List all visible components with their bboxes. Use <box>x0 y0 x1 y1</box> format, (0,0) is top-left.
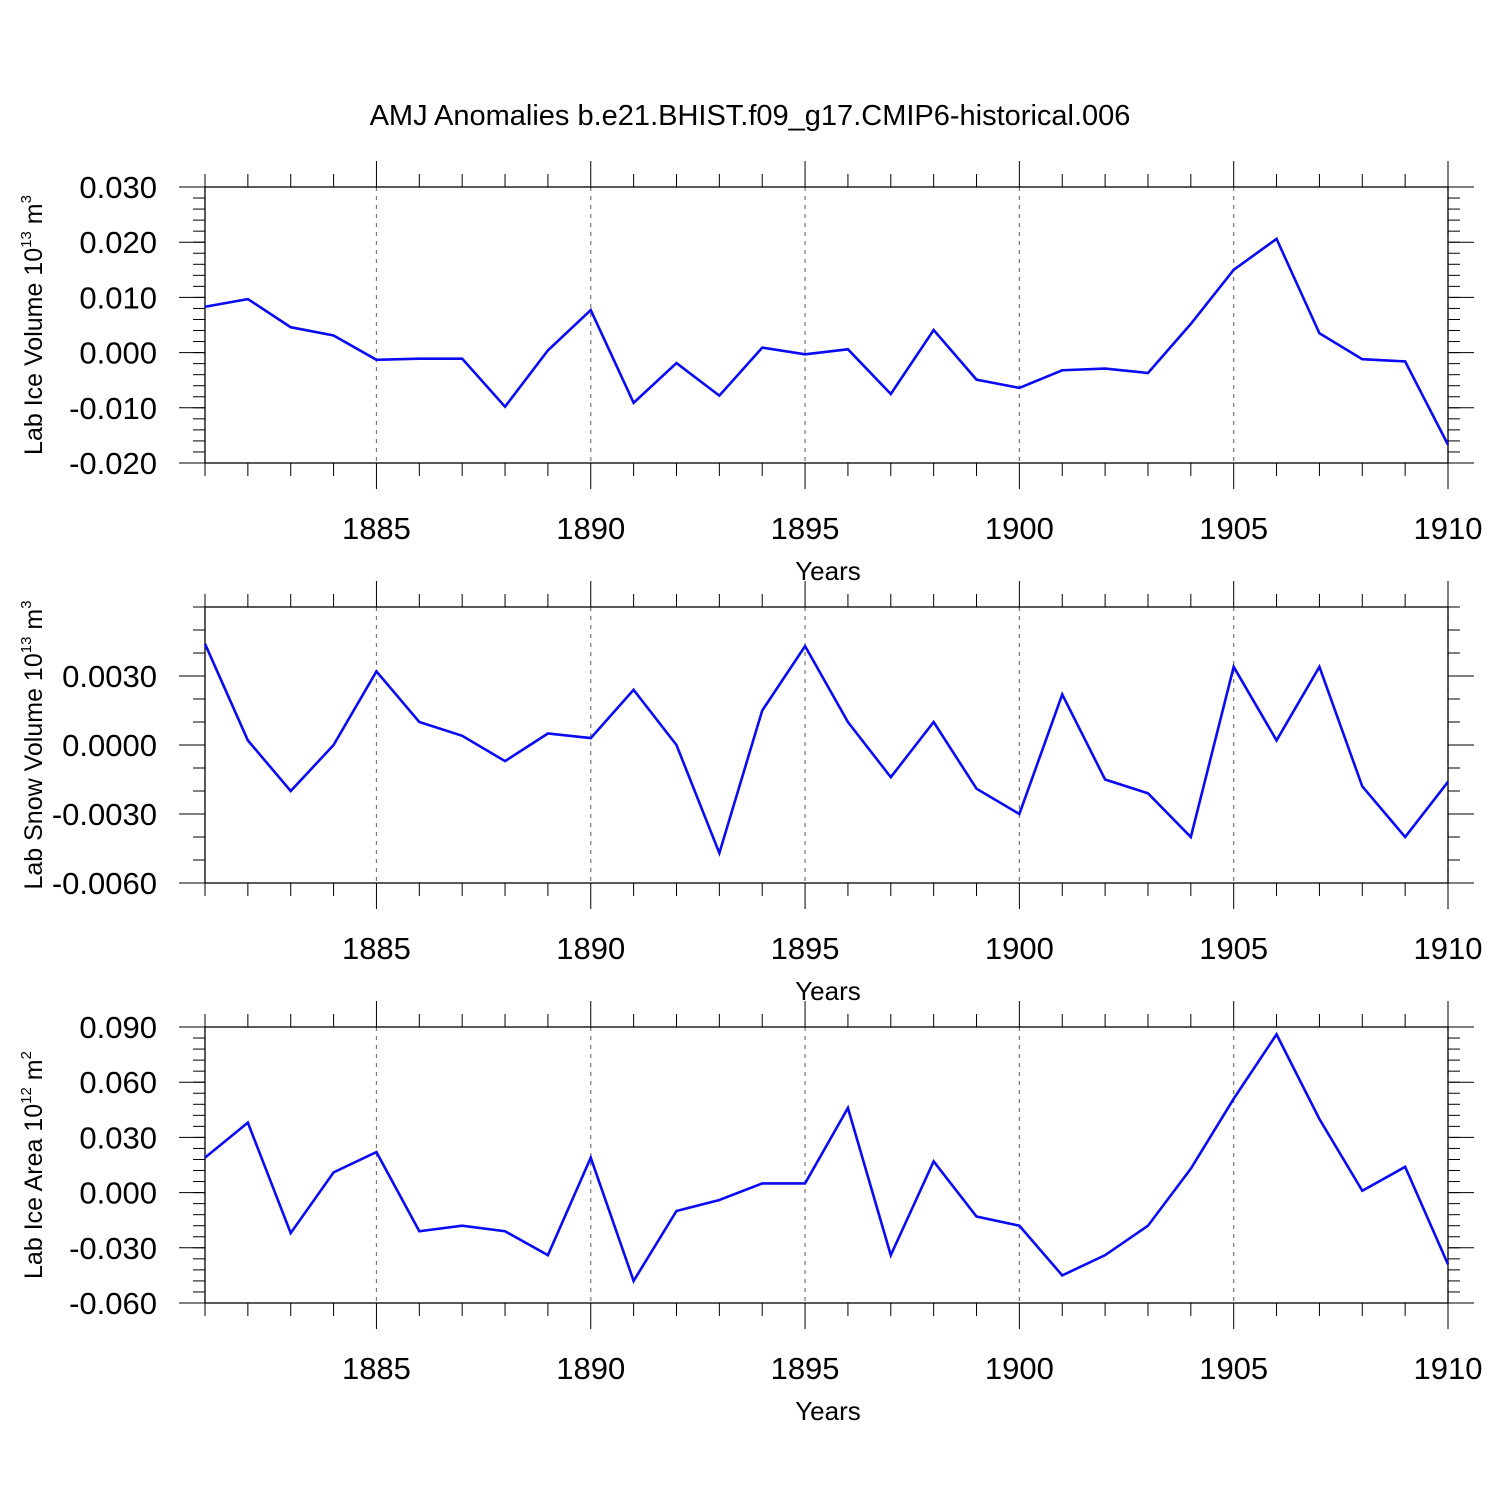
x-tick-label: 1905 <box>1199 1351 1268 1386</box>
x-tick-label: 1900 <box>985 511 1054 546</box>
x-axis-title: Years <box>795 976 861 1006</box>
y-tick-label: 0.000 <box>79 336 157 371</box>
y-tick-label: -0.010 <box>69 391 157 426</box>
x-tick-label: 1895 <box>771 1351 840 1386</box>
y-axis-title: Lab Snow Volume 1013 m3 <box>18 600 48 889</box>
y-tick-label: 0.0030 <box>62 659 157 694</box>
y-tick-label: 0.020 <box>79 225 157 260</box>
x-tick-label: 1910 <box>1414 511 1483 546</box>
y-tick-label: 0.0000 <box>62 728 157 763</box>
series-line <box>203 643 1450 858</box>
x-tick-label: 1890 <box>556 931 625 966</box>
x-tick-label: 1895 <box>771 511 840 546</box>
y-tick-label: 0.090 <box>79 1010 157 1045</box>
y-tick-label: 0.030 <box>79 1120 157 1155</box>
y-tick-label: 0.060 <box>79 1065 157 1100</box>
y-tick-label: -0.020 <box>69 446 157 481</box>
y-axis-title: Lab Ice Area 1012 m2 <box>18 1051 48 1279</box>
y-axis-title: Lab Ice Volume 1013 m3 <box>18 195 48 455</box>
y-tick-label: 0.030 <box>79 170 157 205</box>
series-line <box>204 236 1450 446</box>
panel-3: 0.090 0.060 0.030 0.000 -0.030 -0.060 1885 1890… <box>18 1001 1482 1426</box>
panel-1: 0.030 0.020 0.010 0.000 -0.010 -0.020 1885 1890… <box>18 161 1482 586</box>
x-tick-label: 1885 <box>342 931 411 966</box>
x-tick-label: 1885 <box>342 511 411 546</box>
y-tick-label: -0.0060 <box>52 866 157 901</box>
x-tick-label: 1905 <box>1199 511 1268 546</box>
y-tick-label: 0.010 <box>79 280 157 315</box>
plot-frame <box>204 1026 1449 1304</box>
x-tick-label: 1900 <box>985 931 1054 966</box>
x-tick-label: 1900 <box>985 1351 1054 1386</box>
x-tick-label: 1885 <box>342 1351 411 1386</box>
series-line <box>204 1031 1450 1284</box>
y-tick-label: -0.0030 <box>52 797 157 832</box>
chart-title: AMJ Anomalies b.e21.BHIST.f09_g17.CMIP6-… <box>370 100 1131 132</box>
x-axis-title: Years <box>795 556 861 586</box>
x-tick-label: 1895 <box>771 931 840 966</box>
x-tick-label: 1890 <box>556 1351 625 1386</box>
x-tick-label: 1910 <box>1414 931 1483 966</box>
y-tick-label: -0.030 <box>69 1231 157 1266</box>
panels: 0.030 0.020 0.010 0.000 -0.010 -0.020 1885 1890… <box>18 161 1482 1426</box>
panel-2: 0.0030 0.0000 -0.0030 -0.0060 1885 1890 1895 19… <box>18 581 1482 1006</box>
y-tick-label: -0.060 <box>69 1286 157 1321</box>
x-axis-title: Years <box>795 1396 861 1426</box>
x-tick-label: 1910 <box>1414 1351 1483 1386</box>
x-tick-label: 1905 <box>1199 931 1268 966</box>
plot-frame <box>204 606 1449 884</box>
y-tick-label: 0.000 <box>79 1176 157 1211</box>
x-tick-label: 1890 <box>556 511 625 546</box>
plot-frame <box>204 186 1449 464</box>
